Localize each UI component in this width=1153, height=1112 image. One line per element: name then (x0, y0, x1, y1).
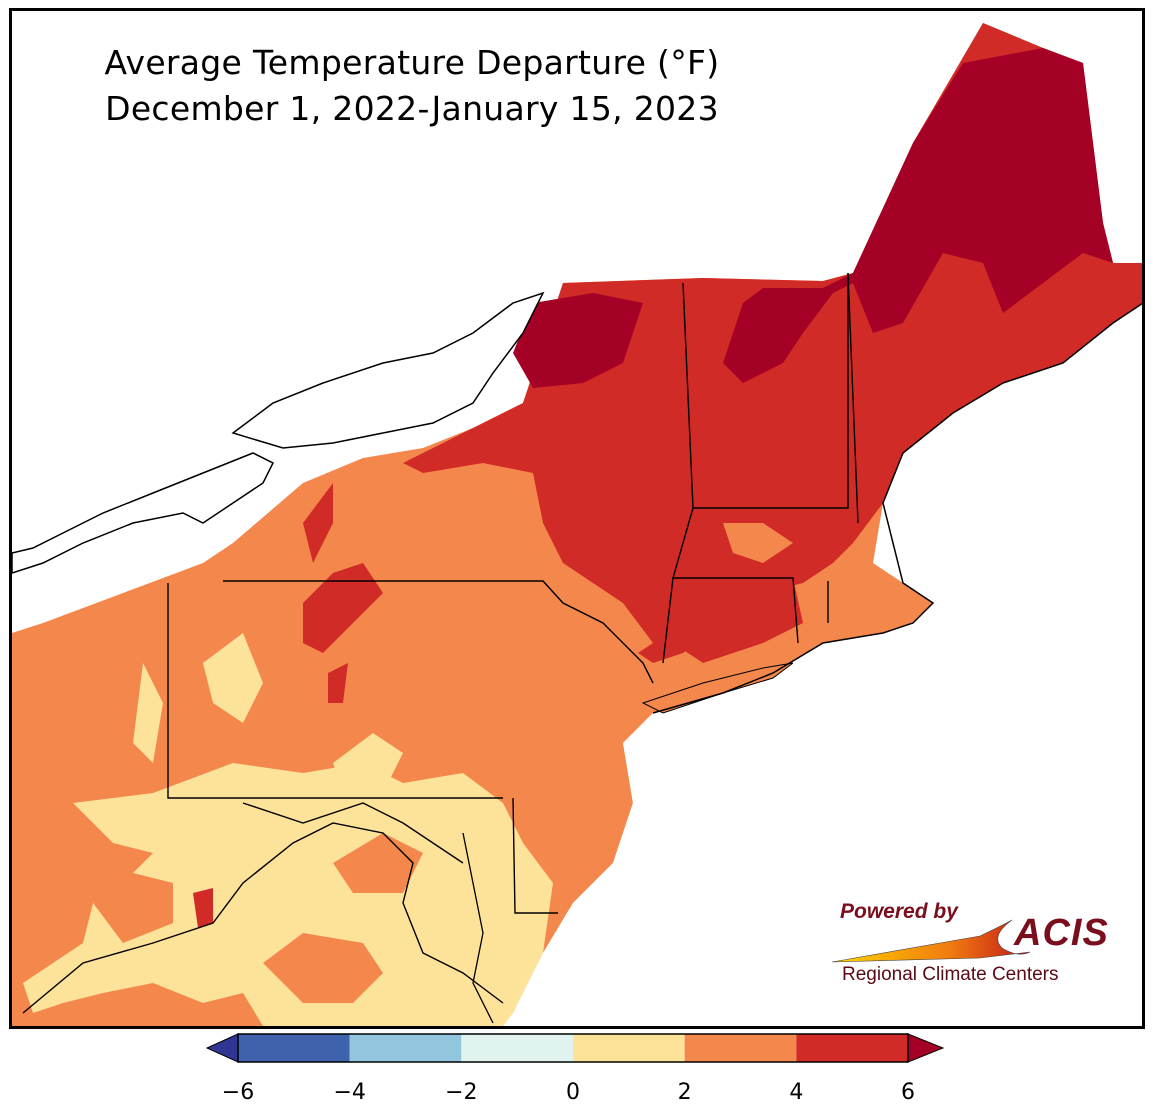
acis-swoosh-icon (831, 919, 1031, 963)
region-over-6-adirondack (513, 293, 643, 388)
region-2-4-ny-central (563, 563, 653, 663)
region-over-6-maine (723, 48, 1113, 383)
colorbar-tick-label: 2 (677, 1080, 692, 1105)
ny-pa-border (223, 580, 654, 684)
region-0-2-south (23, 763, 553, 1026)
nh-me-border (847, 272, 859, 524)
map-title-line-1: Average Temperature Departure (°F) (104, 43, 720, 82)
region-2-4-south-b (93, 873, 173, 943)
region-0-2-wv (133, 663, 163, 763)
colorbar-bin (349, 1034, 462, 1062)
colorbar-bin (796, 1034, 908, 1062)
colorbar-bin (238, 1034, 350, 1062)
pa-west-border (167, 583, 503, 799)
region-4-6-pa-central (328, 663, 348, 703)
wv-va-border (22, 822, 504, 1014)
atlantic-ocean (503, 423, 1142, 1026)
ma-ct-border (673, 577, 799, 644)
region-2-4-south-c (333, 833, 423, 893)
region-4-6-pa-north (303, 563, 383, 653)
logo-acis: ACIS (1014, 912, 1109, 954)
colorbar-tick-label: 6 (901, 1080, 915, 1105)
md-de-border (512, 797, 558, 914)
vt-nh-border (693, 273, 849, 509)
chesapeake-shore (462, 832, 494, 1024)
colorbar-tick-label: 4 (789, 1080, 804, 1105)
region-0-2-pa-west (203, 633, 263, 723)
region-4-6-ny-west (303, 483, 333, 563)
colorbar (205, 1033, 945, 1063)
region-0-2-pa-south (333, 733, 403, 793)
coastline (652, 302, 1142, 714)
long-island (641, 662, 794, 714)
region-2-4-south-a (263, 933, 383, 1003)
state-borders (22, 272, 859, 1014)
colorbar-bin (573, 1034, 685, 1062)
colorbar-tick-label: −2 (445, 1080, 478, 1105)
map-title-line-2: December 1, 2022-January 15, 2023 (105, 89, 719, 128)
md-wv-border (242, 802, 464, 864)
colorbar-outline (237, 1033, 909, 1063)
colorbar-tick-label: −6 (221, 1080, 255, 1105)
colorbar-bin (461, 1034, 573, 1062)
logo-powered-by: Powered by (840, 900, 958, 923)
colorbar-tick-label: 0 (566, 1080, 580, 1105)
region-4-6-va (193, 888, 213, 928)
ny-vt-border (662, 282, 694, 664)
colorbar-over-arrow (907, 1033, 945, 1063)
lake-ontario (231, 291, 545, 449)
map-frame: Average Temperature Departure (°F) Decem… (9, 8, 1145, 1029)
logo-regional-climate-centers: Regional Climate Centers (842, 964, 1059, 985)
region-2-4-ma (723, 523, 793, 563)
region-2-4-ma-east (843, 583, 903, 623)
colorbar-tick-label: −4 (333, 1080, 366, 1105)
temperature-map (12, 23, 1142, 1026)
region-4-6-ct-ri (673, 578, 803, 663)
colorbar-bin (684, 1034, 797, 1062)
lake-erie (12, 452, 275, 574)
acis-logo: Powered by ACIS Regional Climate Centers (830, 896, 1120, 996)
colorbar-under-arrow (205, 1033, 239, 1063)
